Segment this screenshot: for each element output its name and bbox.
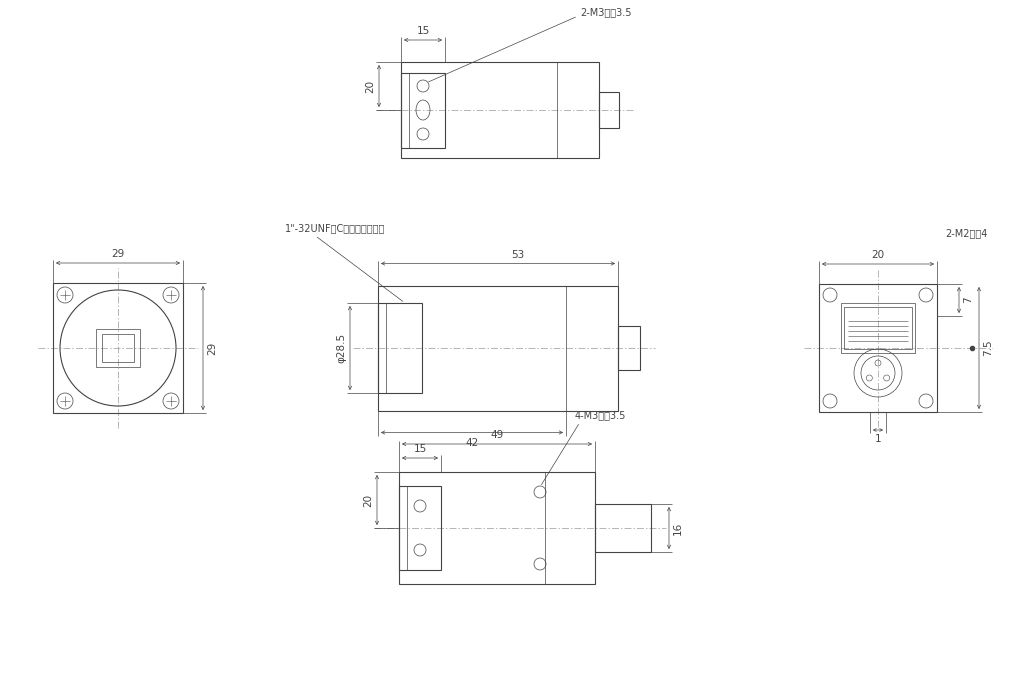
Bar <box>618 326 640 370</box>
Bar <box>96 329 140 367</box>
Text: 29: 29 <box>111 249 125 259</box>
Bar <box>595 504 651 552</box>
Text: 1: 1 <box>874 434 882 444</box>
Text: 49: 49 <box>490 430 504 440</box>
Bar <box>399 472 595 584</box>
Text: 29: 29 <box>207 342 217 355</box>
Bar <box>53 283 183 413</box>
Bar <box>401 62 599 158</box>
Text: 42: 42 <box>466 438 479 447</box>
Text: 20: 20 <box>363 494 373 507</box>
Bar <box>378 286 618 410</box>
Text: 1"-32UNF（Cマウントネジ）: 1"-32UNF（Cマウントネジ） <box>285 223 385 234</box>
Bar <box>844 307 912 349</box>
Bar <box>842 303 915 353</box>
Bar <box>399 486 441 570</box>
Text: 20: 20 <box>365 79 375 92</box>
Bar <box>378 303 422 393</box>
Bar <box>102 334 134 362</box>
Bar <box>819 284 937 412</box>
Bar <box>599 92 619 128</box>
Text: 16: 16 <box>673 522 683 535</box>
Text: 53: 53 <box>511 249 524 260</box>
Bar <box>401 73 445 148</box>
Text: 4-M3深さ3.5: 4-M3深さ3.5 <box>575 410 626 420</box>
Text: 7: 7 <box>963 297 973 303</box>
Text: 15: 15 <box>413 444 426 454</box>
Text: 20: 20 <box>871 250 885 260</box>
Text: 7.5: 7.5 <box>983 340 993 356</box>
Text: φ28.5: φ28.5 <box>336 333 346 363</box>
Text: 2-M2深さ4: 2-M2深さ4 <box>945 228 988 238</box>
Text: 2-M3深さ3.5: 2-M3深さ3.5 <box>580 7 631 17</box>
Text: 15: 15 <box>416 26 430 36</box>
